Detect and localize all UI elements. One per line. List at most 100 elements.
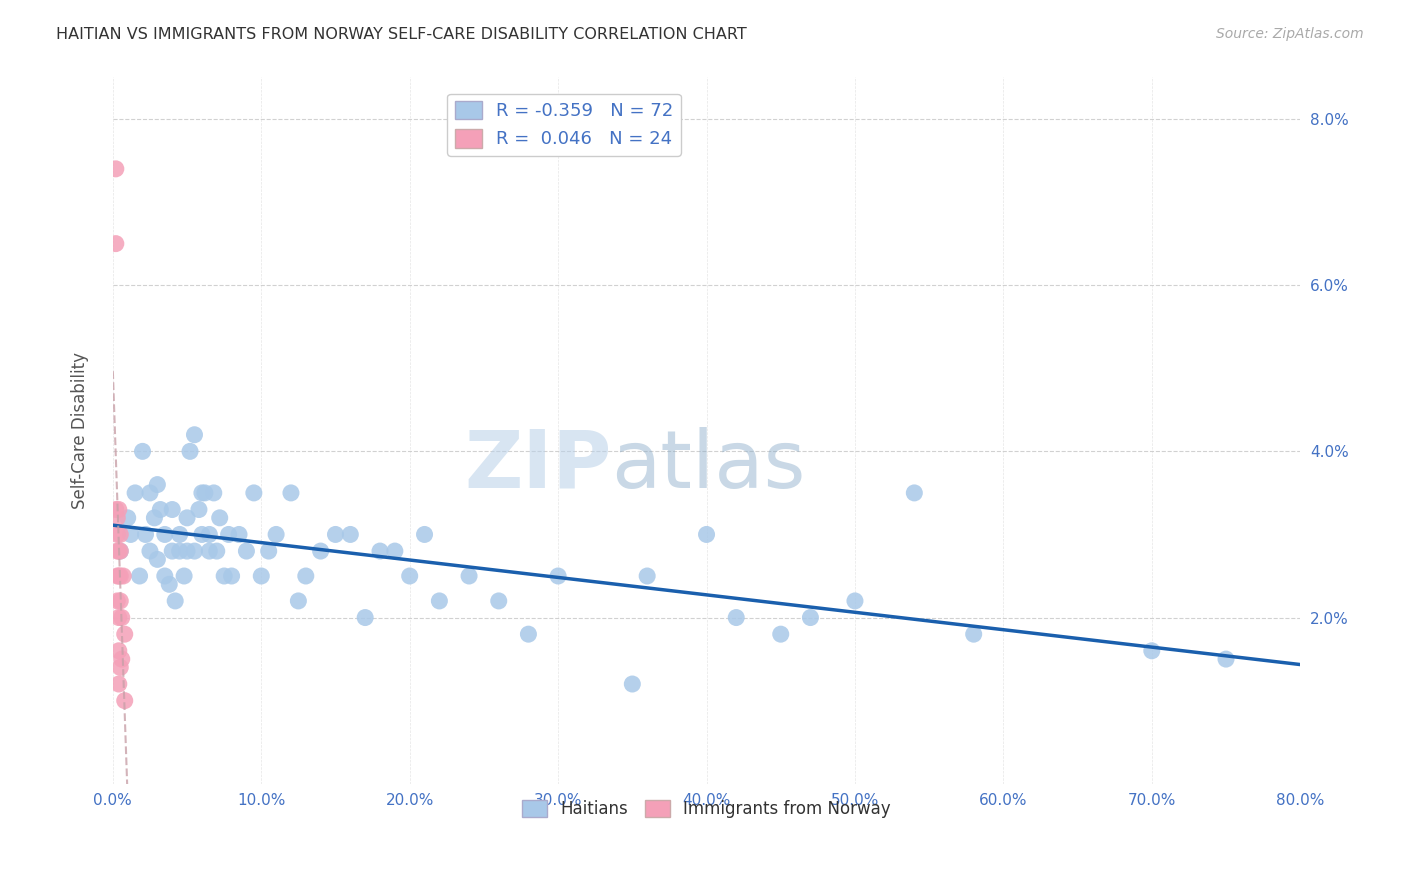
Point bbox=[104, 236, 127, 251]
Point bbox=[228, 527, 250, 541]
Point bbox=[107, 644, 129, 658]
Text: atlas: atlas bbox=[612, 427, 806, 505]
Point bbox=[111, 652, 134, 666]
Point bbox=[131, 444, 153, 458]
Point bbox=[235, 544, 257, 558]
Point bbox=[309, 544, 332, 558]
Point bbox=[114, 627, 136, 641]
Point bbox=[198, 527, 221, 541]
Point bbox=[105, 594, 128, 608]
Point bbox=[636, 569, 658, 583]
Point bbox=[458, 569, 481, 583]
Point bbox=[110, 660, 132, 674]
Point bbox=[413, 527, 436, 541]
Point bbox=[205, 544, 228, 558]
Point bbox=[696, 527, 718, 541]
Point bbox=[257, 544, 280, 558]
Point bbox=[169, 544, 191, 558]
Point bbox=[325, 527, 347, 541]
Point bbox=[110, 544, 132, 558]
Point bbox=[212, 569, 235, 583]
Point bbox=[183, 544, 205, 558]
Point bbox=[354, 610, 377, 624]
Point bbox=[173, 569, 195, 583]
Point bbox=[621, 677, 644, 691]
Point bbox=[191, 486, 214, 500]
Point bbox=[134, 527, 156, 541]
Point bbox=[1140, 644, 1163, 658]
Point bbox=[124, 486, 146, 500]
Point bbox=[368, 544, 391, 558]
Point bbox=[111, 610, 134, 624]
Point bbox=[264, 527, 287, 541]
Point bbox=[169, 527, 191, 541]
Point bbox=[250, 569, 273, 583]
Point bbox=[107, 569, 129, 583]
Point bbox=[183, 427, 205, 442]
Point bbox=[844, 594, 866, 608]
Point bbox=[146, 552, 169, 566]
Point bbox=[165, 594, 187, 608]
Point bbox=[107, 610, 129, 624]
Point bbox=[243, 486, 266, 500]
Point bbox=[287, 594, 309, 608]
Point bbox=[488, 594, 510, 608]
Point bbox=[120, 527, 142, 541]
Point bbox=[517, 627, 540, 641]
Text: ZIP: ZIP bbox=[464, 427, 612, 505]
Point bbox=[153, 527, 176, 541]
Point bbox=[146, 477, 169, 491]
Point bbox=[114, 693, 136, 707]
Point bbox=[110, 544, 132, 558]
Point bbox=[799, 610, 821, 624]
Text: HAITIAN VS IMMIGRANTS FROM NORWAY SELF-CARE DISABILITY CORRELATION CHART: HAITIAN VS IMMIGRANTS FROM NORWAY SELF-C… bbox=[56, 27, 747, 42]
Point bbox=[194, 486, 217, 500]
Point bbox=[128, 569, 150, 583]
Point bbox=[149, 502, 172, 516]
Point bbox=[107, 677, 129, 691]
Point bbox=[218, 527, 240, 541]
Point bbox=[294, 569, 316, 583]
Point bbox=[339, 527, 361, 541]
Point bbox=[107, 544, 129, 558]
Point bbox=[187, 502, 209, 516]
Point bbox=[104, 502, 127, 516]
Point bbox=[107, 502, 129, 516]
Point bbox=[139, 486, 162, 500]
Point bbox=[176, 544, 198, 558]
Point bbox=[398, 569, 420, 583]
Point bbox=[110, 527, 132, 541]
Y-axis label: Self-Care Disability: Self-Care Disability bbox=[72, 352, 89, 509]
Point bbox=[179, 444, 201, 458]
Point bbox=[112, 569, 135, 583]
Point bbox=[725, 610, 748, 624]
Point bbox=[280, 486, 302, 500]
Point bbox=[157, 577, 180, 591]
Point bbox=[198, 544, 221, 558]
Point bbox=[105, 569, 128, 583]
Point bbox=[153, 569, 176, 583]
Point bbox=[1215, 652, 1237, 666]
Point bbox=[191, 527, 214, 541]
Point bbox=[384, 544, 406, 558]
Point bbox=[105, 544, 128, 558]
Point bbox=[221, 569, 243, 583]
Point bbox=[110, 594, 132, 608]
Point bbox=[139, 544, 162, 558]
Point bbox=[547, 569, 569, 583]
Point bbox=[160, 502, 183, 516]
Legend: Haitians, Immigrants from Norway: Haitians, Immigrants from Norway bbox=[516, 793, 897, 825]
Point bbox=[143, 511, 166, 525]
Point bbox=[117, 511, 139, 525]
Point bbox=[110, 569, 132, 583]
Text: Source: ZipAtlas.com: Source: ZipAtlas.com bbox=[1216, 27, 1364, 41]
Point bbox=[429, 594, 451, 608]
Point bbox=[208, 511, 231, 525]
Point bbox=[202, 486, 225, 500]
Point bbox=[769, 627, 792, 641]
Point bbox=[105, 527, 128, 541]
Point bbox=[176, 511, 198, 525]
Point bbox=[160, 544, 183, 558]
Point bbox=[963, 627, 986, 641]
Point bbox=[903, 486, 925, 500]
